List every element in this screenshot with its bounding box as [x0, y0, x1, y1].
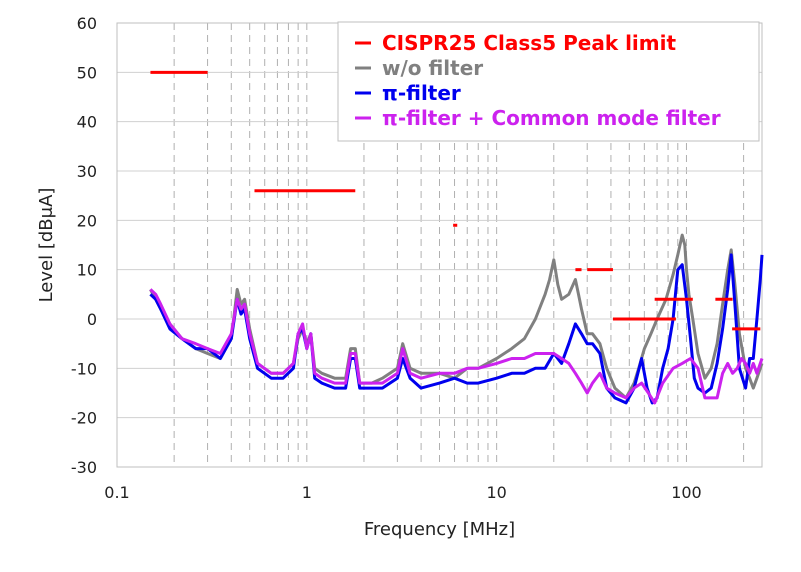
- legend-label: π-filter + Common mode filter: [382, 106, 721, 130]
- series-line: [149, 253, 764, 405]
- y-tick-label: 0: [87, 310, 97, 329]
- y-tick-label: 40: [77, 113, 97, 132]
- x-tick-label: 1: [302, 483, 312, 502]
- x-tick-label: 0.1: [104, 483, 129, 502]
- y-tick-label: -30: [71, 458, 97, 477]
- legend-label: π-filter: [382, 81, 461, 105]
- series-line: [149, 288, 764, 405]
- x-tick-labels: 0.1 1 10 100: [104, 483, 701, 502]
- y-tick-labels: -30 -20 -10 0 10 20 30 40 50 60: [71, 14, 97, 477]
- legend-label: CISPR25 Class5 Peak limit: [382, 31, 676, 55]
- y-tick-label: 50: [77, 63, 97, 82]
- x-tick-label: 10: [486, 483, 506, 502]
- legend-label: w/o filter: [382, 56, 483, 80]
- x-tick-label: 100: [671, 483, 702, 502]
- y-axis-title: Level [dBμA]: [36, 188, 57, 303]
- y-tick-label: -20: [71, 409, 97, 428]
- series-layer: [149, 70, 764, 405]
- legend-box: [337, 21, 760, 142]
- y-tick-label: -10: [71, 359, 97, 378]
- y-tick-label: 60: [77, 14, 97, 33]
- y-tick-label: 20: [77, 211, 97, 230]
- y-tick-label: 10: [77, 261, 97, 280]
- y-tick-label: 30: [77, 162, 97, 181]
- x-axis-title: Frequency [MHz]: [364, 519, 515, 540]
